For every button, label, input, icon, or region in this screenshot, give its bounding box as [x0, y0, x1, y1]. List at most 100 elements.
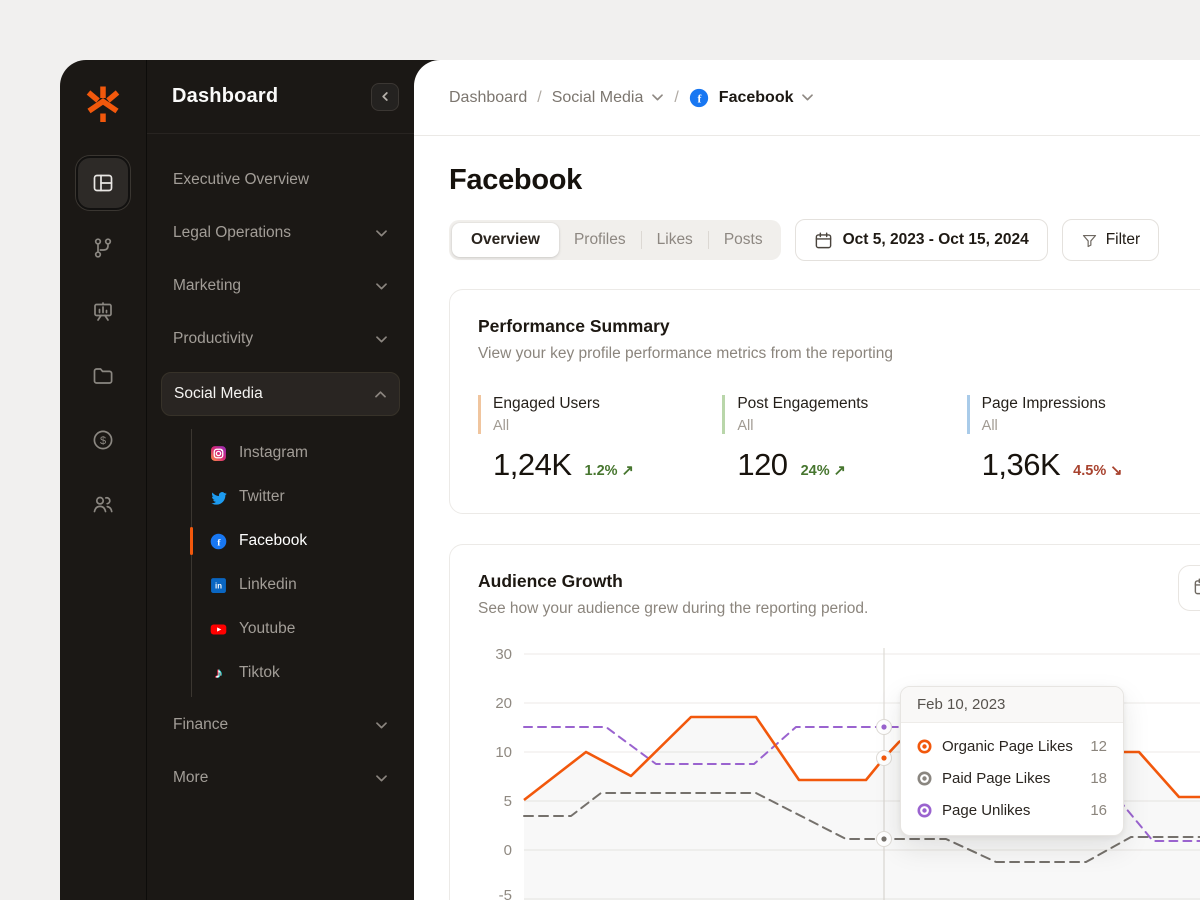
tooltip-row-page-unlikes: Page Unlikes 16	[901, 794, 1123, 826]
sidebar-item-more[interactable]: More	[161, 758, 400, 798]
chevron-down-icon[interactable]	[651, 93, 664, 102]
metric-post-engagements: Post Engagements All 120 24% ↗	[722, 395, 966, 483]
instagram-icon	[210, 445, 227, 462]
tooltip-date: Feb 10, 2023	[901, 687, 1123, 723]
filter-label: Filter	[1105, 231, 1141, 248]
rail-item-reports[interactable]	[91, 300, 115, 324]
series-paid-page-likes-line[interactable]	[523, 792, 1200, 863]
metric-value: 120	[737, 447, 788, 482]
chevron-down-icon	[376, 774, 387, 781]
metric-change: 1.2% ↗	[584, 463, 634, 479]
sidebar-item-productivity[interactable]: Productivity	[161, 319, 400, 359]
sidebar-item-executive-overview[interactable]: Executive Overview	[161, 160, 400, 200]
page-title: Facebook	[449, 164, 582, 196]
breadcrumb-social-media[interactable]: Social Media	[551, 88, 644, 106]
chevron-down-icon	[376, 721, 387, 728]
sidebar-item-label: Productivity	[173, 330, 254, 347]
sidebar-subitem-twitter[interactable]: Twitter	[192, 475, 400, 519]
social-media-subnav: Instagram Twitter f Facebook	[190, 429, 400, 697]
breadcrumb-separator: /	[674, 88, 679, 106]
sidebar-subitem-instagram[interactable]: Instagram	[192, 431, 400, 475]
trend-down-icon: ↘	[1110, 463, 1123, 479]
hover-point-page-unlikes	[876, 719, 892, 735]
sidebar-item-label: Finance	[173, 716, 229, 733]
y-axis-labels: 30 20 10 5 0 -5	[495, 646, 512, 900]
svg-text:in: in	[215, 581, 222, 590]
performance-summary-card: Performance Summary View your key profil…	[449, 289, 1200, 514]
sidebar-item-marketing[interactable]: Marketing	[161, 266, 400, 306]
content-panel: Dashboard / Social Media / f Facebook Fa…	[414, 60, 1200, 900]
series-page-unlikes-line[interactable]	[523, 726, 1200, 842]
breadcrumb-facebook[interactable]: Facebook	[718, 88, 794, 106]
chevron-left-icon	[382, 92, 388, 101]
rail-item-finance[interactable]: $	[91, 428, 115, 452]
rail-item-files[interactable]	[91, 364, 115, 388]
metric-engaged-users: Engaged Users All 1,24K 1.2% ↗	[478, 395, 722, 483]
rail-item-dashboard[interactable]	[76, 156, 130, 210]
sidebar-subitem-label: Facebook	[239, 532, 308, 549]
sidebar-item-finance[interactable]: Finance	[161, 705, 400, 745]
facebook-icon: f	[689, 88, 709, 108]
folder-icon	[93, 368, 113, 384]
sidebar-subitem-label: Tiktok	[239, 664, 280, 681]
tab-posts[interactable]: Posts	[723, 231, 763, 248]
sidebar-item-label: Executive Overview	[173, 171, 310, 188]
sidebar-subitem-facebook[interactable]: f Facebook	[190, 519, 400, 563]
sidebar-item-label: More	[173, 769, 209, 786]
tab-separator	[707, 231, 709, 249]
chevron-down-icon[interactable]	[801, 93, 814, 102]
sidebar-collapse-button[interactable]	[371, 82, 399, 111]
sidebar-subitem-label: Twitter	[239, 488, 285, 505]
audience-title: Audience Growth	[478, 571, 623, 591]
twitter-icon	[210, 489, 227, 506]
tab-likes[interactable]: Likes	[656, 231, 693, 248]
hover-point-organic-page-likes	[876, 750, 892, 766]
linkedin-icon: in	[210, 577, 227, 594]
filter-button[interactable]: Filter	[1061, 219, 1160, 261]
sidebar-subitem-linkedin[interactable]: in Linkedin	[192, 563, 400, 607]
metrics-row: Engaged Users All 1,24K 1.2% ↗ Post Enga…	[478, 395, 1200, 483]
audience-growth-card: Audience Growth See how your audience gr…	[449, 544, 1200, 900]
date-range-button[interactable]: Oct 5, 2023 - Oct 15, 2024	[794, 219, 1048, 261]
chevron-down-icon	[376, 229, 387, 236]
rail-item-team[interactable]	[91, 492, 115, 516]
facebook-icon: f	[210, 533, 227, 550]
metric-change: 24% ↗	[800, 463, 846, 479]
sidebar-header: Dashboard	[147, 60, 414, 134]
tab-profiles[interactable]: Profiles	[573, 231, 626, 248]
chart-tooltip: Feb 10, 2023 Organic Page Likes 12	[900, 686, 1124, 836]
app-window: $ Dashboard Executive Overview	[60, 60, 1200, 900]
performance-subtitle: View your key profile performance metric…	[478, 345, 893, 362]
sidebar-subitem-label: Instagram	[239, 444, 308, 461]
performance-title: Performance Summary	[478, 316, 670, 336]
audience-growth-chart[interactable]: 30 20 10 5 0 -5	[478, 634, 1200, 900]
sidebar-subitem-youtube[interactable]: Youtube	[192, 607, 400, 651]
calendar-icon	[1193, 577, 1200, 599]
sidebar-subitem-label: Youtube	[239, 620, 296, 637]
chart-date-button[interactable]	[1178, 565, 1200, 611]
svg-text:$: $	[100, 435, 106, 447]
main-area: Facebook Overview Profiles Likes Posts O…	[414, 136, 1200, 900]
tiktok-icon: ♪	[214, 664, 223, 682]
rail-item-workflow[interactable]	[91, 236, 115, 260]
chart-gridlines	[524, 653, 1200, 900]
sidebar-title: Dashboard	[172, 85, 279, 107]
sidebar-subitem-tiktok[interactable]: ♪ Tiktok	[192, 651, 400, 695]
sidebar-nav-list: Executive Overview Legal Operations Mark…	[147, 134, 414, 811]
series-dot-icon	[917, 739, 932, 753]
tooltip-row-paid-page-likes: Paid Page Likes 18	[901, 762, 1123, 794]
columns-layout-icon	[93, 174, 113, 192]
workflow-icon	[94, 238, 112, 258]
audience-subtitle: See how your audience grew during the re…	[478, 600, 869, 617]
chevron-down-icon	[376, 335, 387, 342]
sidebar-item-legal-operations[interactable]: Legal Operations	[161, 213, 400, 253]
sidebar: Dashboard Executive Overview Legal Opera…	[146, 60, 414, 900]
sidebar-item-social-media[interactable]: Social Media	[161, 372, 400, 416]
trend-up-icon: ↗	[833, 463, 846, 479]
breadcrumb: Dashboard / Social Media / f Facebook	[414, 60, 1200, 136]
breadcrumb-dashboard[interactable]: Dashboard	[449, 88, 528, 106]
tab-separator	[640, 231, 642, 249]
tab-overview[interactable]: Overview	[452, 223, 559, 257]
sidebar-item-label: Social Media	[174, 385, 263, 402]
